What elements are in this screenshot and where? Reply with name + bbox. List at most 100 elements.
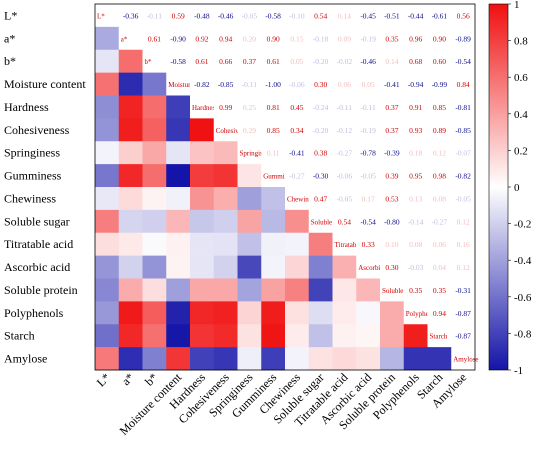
heatmap-cell	[95, 187, 120, 211]
correlation-value: -0.89	[455, 34, 471, 43]
correlation-value: 0.95	[409, 172, 422, 181]
correlation-value: -0.06	[289, 80, 305, 89]
value-cell	[451, 255, 475, 279]
heatmap-cell	[118, 141, 143, 165]
heatmap-cell	[403, 347, 428, 371]
correlation-value: 0.37	[385, 103, 398, 112]
value-cell	[427, 187, 452, 210]
heatmap-cell	[166, 324, 191, 348]
heatmap-cell	[118, 347, 143, 371]
heatmap-cell	[95, 49, 120, 73]
value-cell	[285, 72, 309, 96]
value-cell	[451, 95, 475, 119]
value-cell	[308, 4, 333, 27]
correlation-value: -0.30	[313, 172, 329, 181]
heatmap-cell	[142, 301, 167, 325]
correlation-value: -0.27	[337, 149, 353, 158]
heatmap-cell	[261, 324, 286, 348]
heatmap-cell	[285, 301, 310, 325]
value-cell	[451, 49, 475, 73]
heatmap-cell	[332, 301, 357, 325]
value-cell	[380, 4, 404, 27]
correlation-value: -0.54	[455, 57, 471, 66]
y-tick-label: Amylose	[4, 352, 47, 366]
heatmap-cell	[95, 141, 120, 165]
heatmap-cell	[95, 347, 120, 371]
heatmap-cell	[190, 118, 215, 142]
correlation-value: 0.35	[433, 286, 446, 295]
value-cell	[427, 141, 452, 165]
value-cell	[166, 4, 190, 27]
correlation-value: -0.82	[455, 172, 471, 181]
diagonal-label: Titratable acid	[335, 241, 376, 249]
correlation-value: 0.61	[267, 57, 280, 66]
correlation-value: 0.54	[338, 217, 351, 226]
heatmap-cell	[261, 278, 286, 302]
value-cell	[332, 141, 357, 165]
value-cell	[213, 4, 238, 27]
diagonal-cell	[308, 209, 333, 233]
diagonal-label: Chewiness	[287, 195, 318, 203]
y-tick-label: Soluble sugar	[4, 214, 70, 228]
correlation-value: 0.14	[385, 57, 398, 66]
value-cell	[261, 4, 285, 27]
colorbar-tick-label: 0.8	[514, 36, 528, 48]
value-cell	[237, 72, 262, 96]
heatmap-cell	[213, 209, 238, 234]
diagonal-cell	[380, 278, 404, 302]
value-cell	[332, 164, 357, 187]
correlation-value: 0.12	[457, 217, 470, 226]
correlation-value: 0.11	[267, 149, 280, 158]
heatmap-cell	[332, 255, 357, 279]
correlation-value: 0.66	[219, 57, 232, 66]
heatmap-cell	[261, 255, 286, 279]
value-cell	[285, 164, 309, 187]
diagonal-label: Polyphenols	[406, 310, 441, 318]
heatmap-cell	[285, 232, 310, 256]
heatmap-cell	[261, 209, 286, 234]
y-tick-label: Gumminess	[4, 169, 62, 183]
heatmap-cell	[237, 232, 262, 256]
correlation-value: 0.08	[433, 194, 446, 203]
heatmap-cell	[166, 164, 191, 188]
value-cell	[356, 141, 380, 165]
heatmap-frame	[94, 3, 476, 371]
value-cell	[213, 26, 238, 50]
heatmap-cell	[142, 95, 167, 119]
value-cell	[308, 26, 333, 50]
heatmap-cell	[427, 347, 452, 371]
heatmap-cell	[190, 232, 215, 256]
heatmap-cells: L* -0.36 -0.11 0.59 -0.48 -0.46 -0.05 -0.58 -0.1…	[95, 4, 479, 371]
diagonal-cell	[427, 324, 452, 348]
correlation-value: -0.51	[384, 11, 400, 20]
correlation-value: -0.82	[194, 80, 210, 89]
heatmap-cell	[285, 347, 310, 371]
correlation-value: 0.89	[433, 126, 446, 135]
value-cell	[356, 4, 380, 27]
correlation-value: -0.39	[384, 149, 400, 158]
correlation-value: 0.96	[409, 34, 422, 43]
heatmap-cell	[308, 347, 333, 371]
heatmap-cell	[237, 347, 262, 371]
correlation-value: 0.06	[338, 80, 351, 89]
correlation-value: 0.85	[433, 103, 446, 112]
heatmap-cell	[213, 255, 238, 279]
correlation-value: 0.29	[243, 126, 256, 135]
correlation-value: 0.60	[433, 57, 446, 66]
diagonal-label: Gumminess	[263, 173, 297, 181]
y-axis-labels: L* a* b* Moisture content Hardness Cohesivene…	[4, 8, 86, 365]
x-axis-labels: L* a* b*Moisture contentHardnessCohesivene…	[94, 370, 470, 438]
value-cell	[451, 4, 475, 27]
correlation-value: -0.58	[170, 57, 186, 66]
value-cell	[451, 209, 475, 233]
correlation-value: -0.87	[455, 309, 471, 318]
correlation-value: -1.00	[265, 80, 281, 89]
correlation-value: -0.87	[455, 332, 471, 341]
diagonal-label: a*	[121, 35, 128, 43]
correlation-value: -0.05	[455, 194, 471, 203]
value-cell	[427, 278, 452, 302]
y-tick-label: Springiness	[4, 146, 60, 160]
value-cell	[427, 4, 452, 27]
colorbar-tick-label: -0.8	[514, 328, 532, 340]
